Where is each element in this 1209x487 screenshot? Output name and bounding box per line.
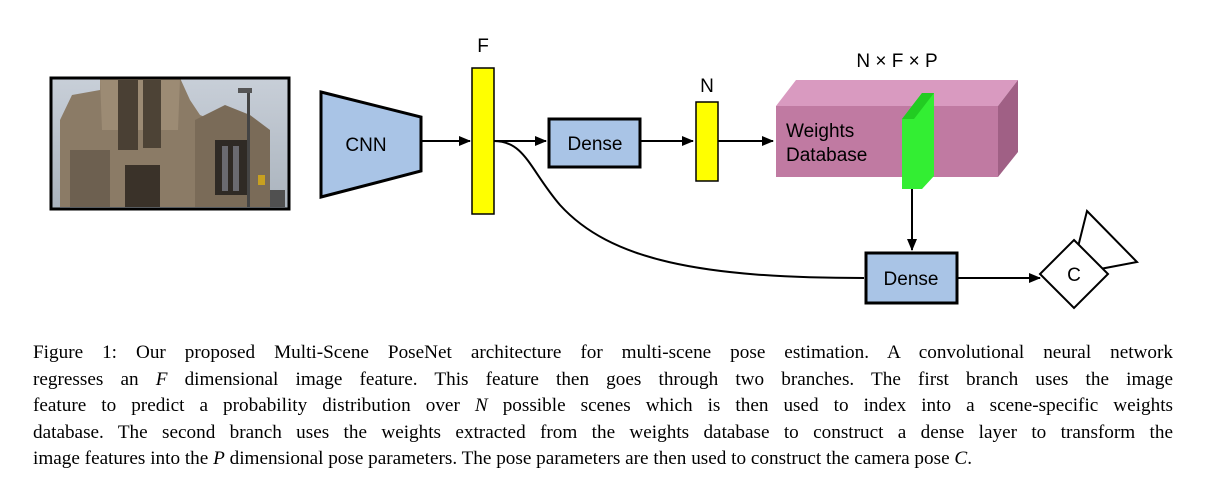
dense-2-label: Dense (884, 269, 939, 290)
caption-text: feature to predict a probability distrib… (33, 395, 475, 417)
camera-pose-icon: C (1038, 209, 1140, 310)
dense-1-label: Dense (568, 134, 623, 155)
database-label-line2: Database (786, 145, 867, 166)
caption-line-4: database. The second branch uses the wei… (33, 420, 1173, 447)
caption-text: dimensional pose parameters. The pose pa… (224, 448, 955, 470)
caption-text: possible scenes which is then used to in… (487, 395, 1173, 417)
database-dims-label: N × F × P (856, 51, 937, 72)
caption-variable: F (155, 368, 168, 390)
caption-variable: P (213, 448, 225, 470)
caption-line-3: feature to predict a probability distrib… (33, 393, 1173, 420)
caption-text: regresses an (33, 368, 156, 390)
caption-variable: C (954, 448, 968, 470)
caption-line-5: image features into the P dimensional po… (33, 446, 1173, 473)
scene-label: N (700, 76, 714, 97)
caption-text: image features into the (33, 448, 214, 470)
figure-caption: Figure 1: Our proposed Multi-Scene PoseN… (33, 340, 1173, 473)
dense-block-2 (864, 251, 959, 305)
caption-text: database. The second branch uses the wei… (33, 421, 1173, 443)
feature-label: F (477, 36, 489, 57)
caption-text: Figure 1: Our proposed Multi-Scene PoseN… (33, 342, 1173, 363)
architecture-diagram: CNN F Dense N N × F × P Weights Database… (49, 36, 1140, 310)
caption-line-1: Figure 1: Our proposed Multi-Scene PoseN… (33, 340, 1173, 367)
database-label-line1: Weights (786, 121, 854, 142)
camera-label: C (1067, 265, 1081, 286)
caption-text: . (967, 448, 973, 470)
weights-database: N × F × P Weights Database (776, 51, 1018, 189)
branch-feature-to-dense-2 (493, 140, 865, 279)
cnn-block (319, 90, 423, 199)
caption-text: dimensional image feature. This feature … (167, 368, 1173, 390)
feature-vector (471, 67, 495, 215)
input-image (49, 76, 291, 211)
cnn-label: CNN (345, 135, 386, 156)
dense-block-1 (547, 117, 642, 169)
caption-variable: N (474, 395, 488, 417)
caption-line-2: regresses an F dimensional image feature… (33, 367, 1173, 394)
scene-vector (695, 101, 719, 182)
